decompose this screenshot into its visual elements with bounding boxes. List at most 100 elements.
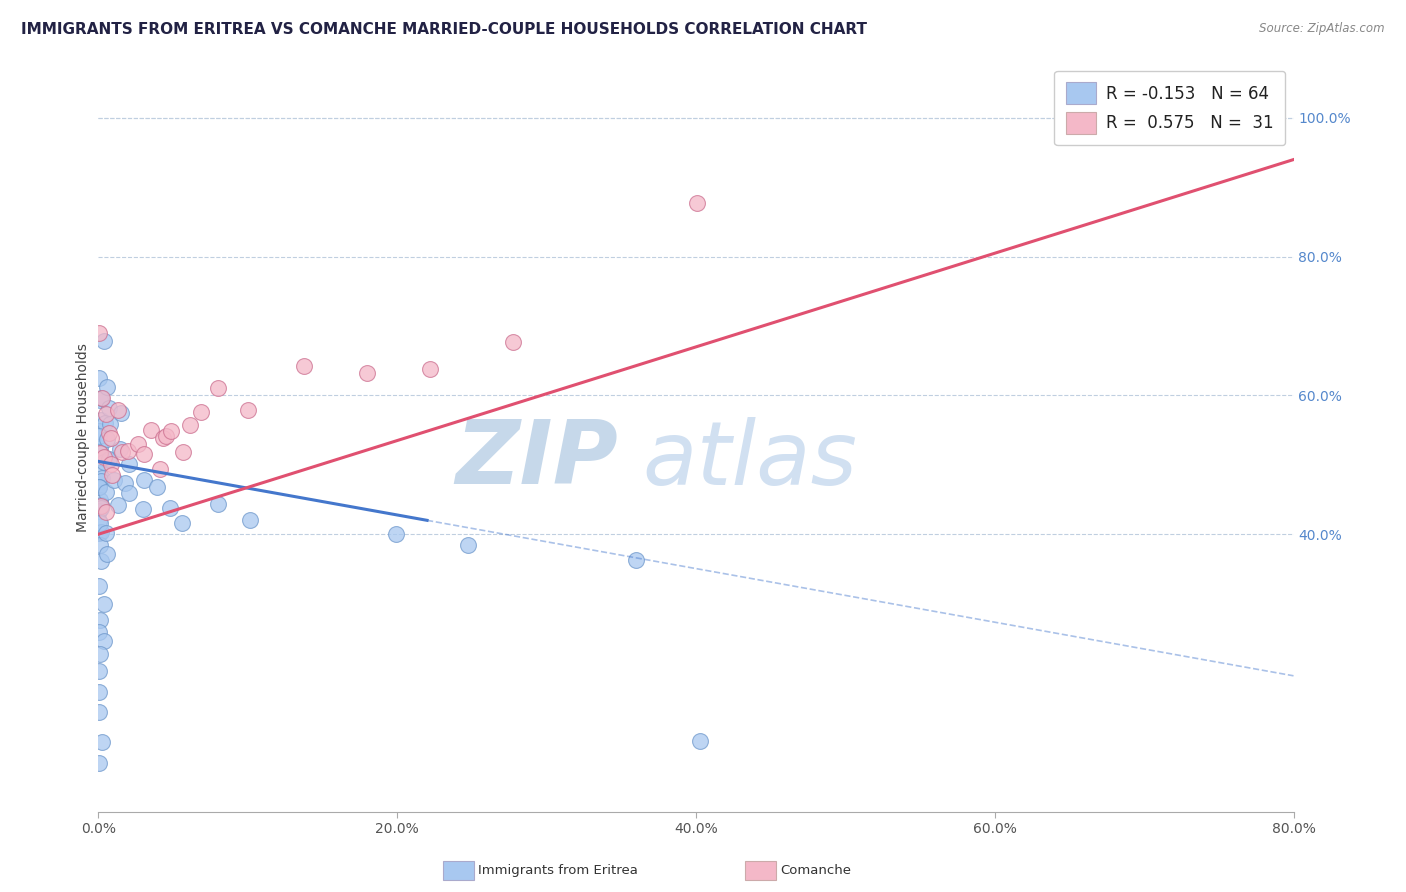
Point bbox=[96, 547, 118, 561]
Point bbox=[87, 326, 110, 341]
Point bbox=[94, 505, 117, 519]
Text: Source: ZipAtlas.com: Source: ZipAtlas.com bbox=[1260, 22, 1385, 36]
Point bbox=[89, 514, 111, 528]
Point bbox=[118, 457, 141, 471]
Point bbox=[172, 445, 194, 459]
Point bbox=[87, 480, 110, 494]
Point bbox=[190, 404, 212, 418]
Point bbox=[87, 664, 110, 678]
Point bbox=[98, 417, 121, 432]
Point bbox=[152, 431, 174, 445]
Legend: R = -0.153   N = 64, R =  0.575   N =  31: R = -0.153 N = 64, R = 0.575 N = 31 bbox=[1054, 70, 1285, 145]
Point bbox=[90, 391, 112, 405]
Point bbox=[160, 425, 183, 439]
Point bbox=[114, 475, 136, 490]
Point bbox=[87, 370, 110, 384]
Point bbox=[91, 471, 114, 485]
Point bbox=[132, 501, 155, 516]
Point bbox=[127, 437, 149, 451]
Point bbox=[90, 474, 112, 488]
Point bbox=[155, 428, 177, 442]
Point bbox=[148, 462, 170, 476]
Point bbox=[94, 417, 117, 431]
Point bbox=[624, 553, 647, 567]
Point bbox=[238, 402, 260, 417]
Point bbox=[686, 195, 709, 210]
Point bbox=[94, 485, 117, 500]
Point bbox=[117, 485, 139, 500]
Point bbox=[170, 516, 193, 531]
Point bbox=[89, 445, 111, 459]
Point bbox=[98, 452, 121, 467]
Point bbox=[207, 381, 229, 395]
Point bbox=[87, 685, 110, 699]
Point bbox=[87, 579, 110, 593]
Text: IMMIGRANTS FROM ERITREA VS COMANCHE MARRIED-COUPLE HOUSEHOLDS CORRELATION CHART: IMMIGRANTS FROM ERITREA VS COMANCHE MARR… bbox=[21, 22, 868, 37]
Point bbox=[356, 367, 378, 381]
Point bbox=[239, 513, 262, 527]
Y-axis label: Married-couple Households: Married-couple Households bbox=[76, 343, 90, 532]
Point bbox=[108, 442, 131, 456]
Point bbox=[89, 446, 111, 460]
Point bbox=[90, 391, 112, 405]
Point bbox=[100, 431, 122, 445]
Point bbox=[207, 497, 229, 511]
Point bbox=[159, 500, 181, 515]
Point bbox=[132, 473, 155, 487]
Point bbox=[146, 479, 169, 493]
Point bbox=[87, 625, 110, 640]
Point bbox=[96, 432, 118, 446]
Point bbox=[457, 538, 479, 552]
Point bbox=[139, 423, 162, 437]
Point bbox=[89, 504, 111, 518]
Point bbox=[96, 379, 118, 393]
Text: ZIP: ZIP bbox=[456, 416, 619, 503]
Point bbox=[93, 450, 115, 464]
Point bbox=[87, 705, 110, 719]
Point bbox=[89, 493, 111, 508]
Point bbox=[87, 526, 110, 541]
Point bbox=[117, 444, 139, 458]
Text: Immigrants from Eritrea: Immigrants from Eritrea bbox=[478, 864, 638, 877]
Point bbox=[89, 516, 111, 531]
Point bbox=[89, 392, 111, 407]
Point bbox=[93, 597, 115, 611]
Point bbox=[90, 413, 112, 427]
Point bbox=[87, 466, 110, 480]
Point bbox=[90, 524, 112, 539]
Point bbox=[111, 445, 134, 459]
Point bbox=[107, 499, 129, 513]
Point bbox=[419, 362, 441, 376]
Point bbox=[87, 480, 110, 494]
Point bbox=[87, 424, 110, 438]
Point bbox=[107, 403, 129, 417]
Point bbox=[110, 406, 132, 420]
Point bbox=[90, 498, 112, 512]
Point bbox=[100, 467, 122, 482]
Point bbox=[97, 453, 120, 467]
Point bbox=[94, 408, 117, 422]
Point bbox=[89, 613, 111, 627]
Point bbox=[100, 458, 122, 472]
Point bbox=[385, 527, 408, 541]
Point bbox=[179, 418, 201, 433]
Point bbox=[103, 473, 125, 487]
Point bbox=[89, 429, 111, 443]
Point bbox=[89, 538, 111, 552]
Text: Comanche: Comanche bbox=[780, 864, 851, 877]
Point bbox=[502, 334, 524, 349]
Point bbox=[292, 359, 315, 373]
Point bbox=[87, 756, 110, 771]
Point bbox=[98, 401, 121, 415]
Point bbox=[96, 525, 118, 540]
Point bbox=[91, 735, 114, 749]
Point bbox=[93, 334, 115, 349]
Point bbox=[132, 447, 155, 461]
Point bbox=[90, 501, 112, 516]
Point bbox=[89, 647, 111, 661]
Point bbox=[93, 633, 115, 648]
Point bbox=[98, 425, 121, 440]
Text: atlas: atlas bbox=[643, 417, 858, 502]
Point bbox=[89, 553, 111, 567]
Point bbox=[93, 455, 115, 469]
